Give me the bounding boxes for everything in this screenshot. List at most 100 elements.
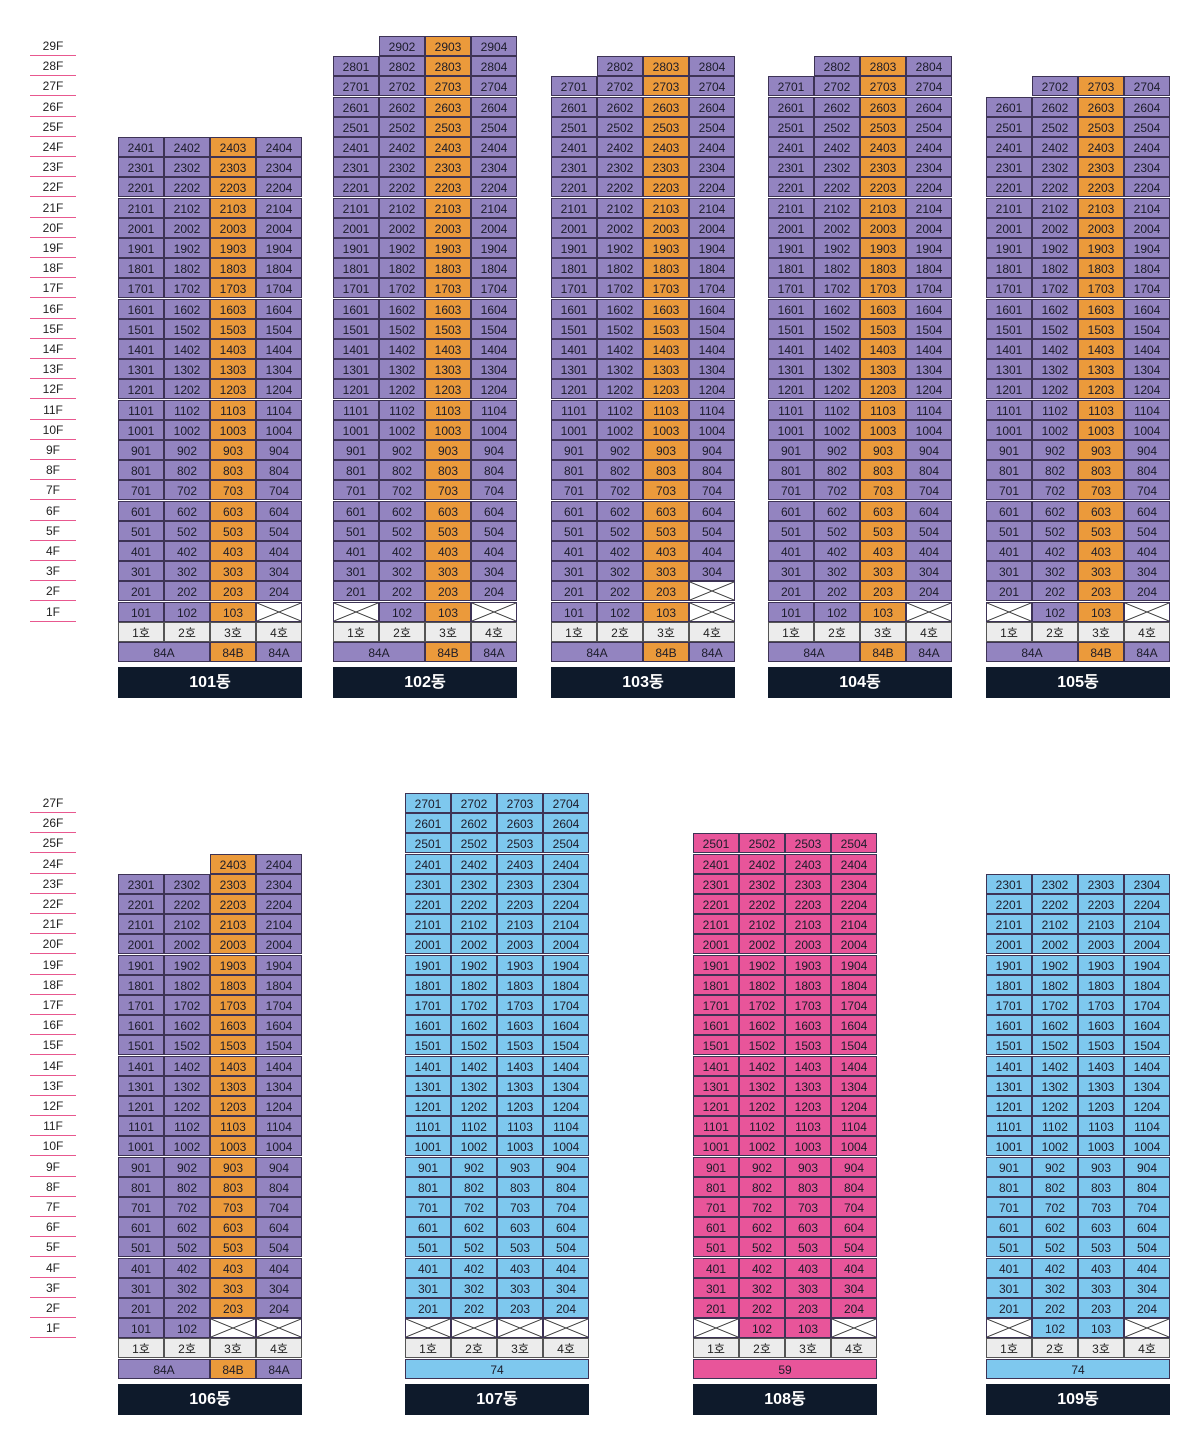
unit-cell: 1002 [164,419,210,440]
unit-cell: 401 [693,1257,739,1278]
unit-cell: 404 [543,1257,589,1278]
unit-cell: 2702 [1032,76,1078,97]
unit-cell: 1602 [814,298,860,319]
unit-cell: 402 [597,541,643,561]
floor-label: 19F [30,955,76,975]
unit-cell: 1203 [425,379,471,400]
unit-cell: 502 [164,520,210,541]
unit-cell: 1801 [118,258,164,279]
unit-cell: 1802 [739,974,785,995]
unit-cell: 601 [693,1217,739,1238]
unit-cell: 902 [1032,1156,1078,1177]
unit-cell: 303 [1078,561,1124,582]
unit-cell: 1602 [597,298,643,319]
unit-cell: 2103 [1078,914,1124,935]
unit-cell: 2302 [379,157,425,178]
unit-cell: 2303 [210,157,256,178]
unit-cell: 103 [210,601,256,622]
unit-cell: 103 [1078,1318,1124,1339]
unit-cell: 1101 [693,1116,739,1137]
unit-cell: 2703 [1078,76,1124,97]
unit-cell: 2304 [906,157,952,178]
unit-cell: 302 [814,561,860,582]
unit-cell: 1103 [643,399,689,420]
unit-cell: 2301 [118,873,164,894]
unit-cell: 1703 [1078,278,1124,299]
unit-cell: 2403 [643,137,689,157]
unit-cell: 303 [1078,1277,1124,1298]
unit-cell: 203 [785,1298,831,1318]
unit-cell: 102 [379,601,425,622]
unit-cell: 601 [405,1217,451,1238]
ho-label: 4호 [831,1338,877,1359]
unit-cell: 2104 [906,197,952,218]
unit-cell: 2604 [471,96,517,117]
unit-cell: 302 [164,1277,210,1298]
floor-label: 26F [30,97,76,117]
unit-cell: 2303 [1078,157,1124,178]
unit-cell: 1604 [831,1015,877,1036]
unit-cell: 1504 [906,318,952,339]
unit-cell: 1502 [451,1035,497,1056]
unit-cell: 1203 [860,379,906,400]
floor-label: 17F [30,278,76,299]
unit-cell: 1301 [768,359,814,380]
unit-cell: 2401 [768,137,814,157]
empty-cross-icon [987,1319,1031,1338]
unit-cell: 1601 [986,1015,1032,1036]
unit-cell: 1303 [425,359,471,380]
ho-label: 4호 [1124,621,1170,642]
floor-label: 27F [30,793,76,813]
unit-cell: 1802 [164,258,210,279]
unit-cell: 101 [118,601,164,622]
unit-cell: 1603 [860,298,906,319]
unit-cell: 201 [693,1298,739,1318]
unit-cell: 1001 [986,419,1032,440]
unit-cell: 1601 [551,298,597,319]
floor-label: 22F [30,894,76,914]
unit-cell: 2602 [1032,96,1078,117]
unit-cell: 201 [333,581,379,602]
unit-cell: 2001 [693,934,739,955]
unit-cell: 1003 [210,419,256,440]
floor-label: 23F [30,874,76,894]
unit-cell: 302 [1032,1277,1078,1298]
unit-cell: 1002 [1032,1136,1078,1157]
unit-cell: 204 [256,581,302,602]
unit-cell: 2004 [1124,934,1170,955]
unit-cell: 1803 [1078,258,1124,279]
unit-cell: 804 [256,1176,302,1197]
unit-cell: 603 [785,1217,831,1238]
unit-cell: 1304 [906,359,952,380]
unit-cell: 2703 [860,76,906,97]
unit-cell: 2102 [379,197,425,218]
unit-cell: 2204 [689,177,735,198]
unit-cell: 2604 [689,96,735,117]
unit-type-label: 84A [551,642,643,662]
unit-cell: 504 [1124,520,1170,541]
unit-cell: 2503 [497,833,543,854]
unit-cell: 1804 [471,258,517,279]
unit-cell: 1304 [1124,1075,1170,1096]
unit-cell: 504 [256,520,302,541]
unit-cell: 2202 [451,894,497,914]
unit-cell: 304 [256,561,302,582]
unit-cell: 301 [118,1277,164,1298]
ho-label: 3호 [210,621,256,642]
unit-cell: 1704 [689,278,735,299]
unit-cell: 202 [164,1298,210,1318]
unit-cell: 301 [693,1277,739,1298]
unit-cell: 1901 [118,954,164,975]
unit-cell: 404 [256,1257,302,1278]
unit-cell: 1104 [256,1116,302,1137]
unit-cell: 1903 [497,954,543,975]
unit-cell: 1301 [551,359,597,380]
unit-cell: 904 [256,1156,302,1177]
floor-label: 12F [30,1096,76,1116]
unit-cell: 2304 [256,157,302,178]
unit-cell: 2201 [118,894,164,914]
unit-cell: 804 [689,460,735,481]
unit-cell: 604 [1124,1217,1170,1238]
unit-cell: 2103 [860,197,906,218]
unit-cell: 801 [986,1176,1032,1197]
